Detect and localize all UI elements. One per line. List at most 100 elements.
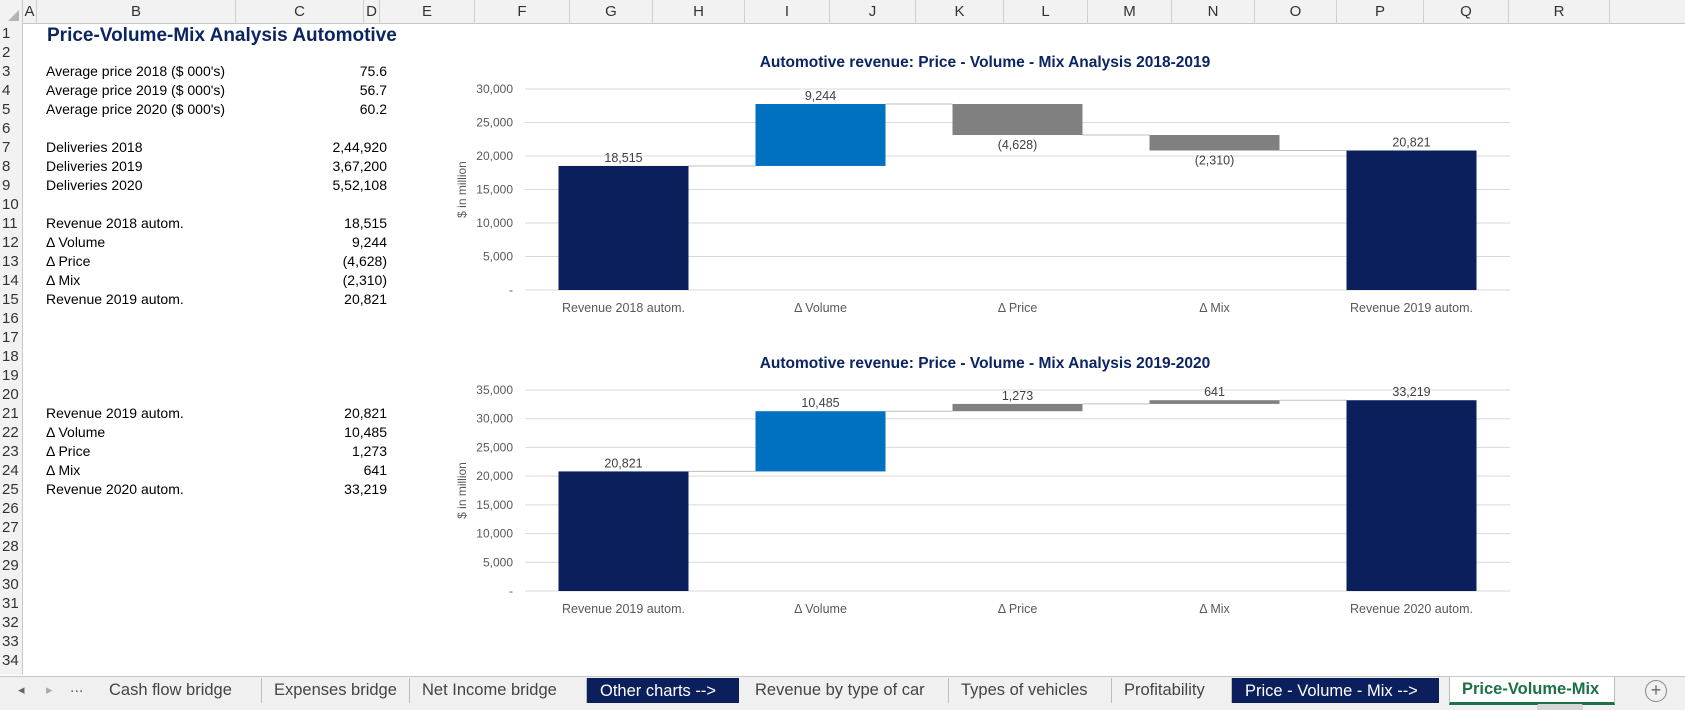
- cell-value[interactable]: 1,273: [351, 443, 387, 459]
- sheet-tab[interactable]: Price - Volume - Mix -->: [1232, 678, 1439, 703]
- row-header-10[interactable]: 10: [2, 196, 19, 213]
- waterfall-bar[interactable]: [755, 104, 886, 166]
- row-header-1[interactable]: 1: [2, 25, 11, 42]
- column-header-o[interactable]: O: [1255, 0, 1337, 24]
- cell-value[interactable]: 2,44,920: [332, 139, 388, 155]
- waterfall-bar[interactable]: [755, 411, 886, 472]
- cell-value[interactable]: (4,628): [342, 253, 387, 269]
- cell-label[interactable]: Δ Price: [46, 443, 91, 459]
- sheet-tab[interactable]: Expenses bridge: [262, 678, 410, 703]
- waterfall-bar[interactable]: [952, 403, 1083, 412]
- add-sheet-button[interactable]: +: [1645, 680, 1667, 702]
- cell-label[interactable]: Deliveries 2018: [46, 139, 143, 155]
- column-header-n[interactable]: N: [1172, 0, 1255, 24]
- waterfall-chart-2018-2019[interactable]: Automotive revenue: Price - Volume - Mix…: [450, 50, 1520, 330]
- sheet-tab[interactable]: Price-Volume-Mix: [1449, 677, 1615, 705]
- cell-label[interactable]: Δ Mix: [46, 462, 81, 478]
- row-header-18[interactable]: 18: [2, 348, 19, 365]
- row-header-13[interactable]: 13: [2, 253, 19, 270]
- column-header-h[interactable]: H: [653, 0, 745, 24]
- row-header-17[interactable]: 17: [2, 329, 19, 346]
- cell-value[interactable]: 5,52,108: [332, 177, 388, 193]
- horizontal-scrollbar-thumb[interactable]: [1537, 704, 1583, 710]
- column-header-k[interactable]: K: [916, 0, 1004, 24]
- row-header-7[interactable]: 7: [2, 139, 11, 156]
- cell-value[interactable]: 56.7: [359, 82, 387, 98]
- waterfall-bar[interactable]: [558, 165, 689, 290]
- waterfall-bar[interactable]: [1346, 150, 1477, 290]
- row-header-3[interactable]: 3: [2, 63, 11, 80]
- row-header-27[interactable]: 27: [2, 519, 19, 536]
- column-header-l[interactable]: L: [1004, 0, 1088, 24]
- waterfall-bar[interactable]: [1149, 400, 1280, 404]
- cell-label[interactable]: Revenue 2019 autom.: [46, 405, 184, 421]
- prev-sheet-arrow-icon[interactable]: ◂: [18, 682, 25, 697]
- sheet-tab[interactable]: Other charts -->: [587, 678, 739, 703]
- column-header-f[interactable]: F: [475, 0, 570, 24]
- column-header-d[interactable]: D: [364, 0, 380, 24]
- waterfall-bar[interactable]: [952, 104, 1083, 136]
- column-header-b[interactable]: B: [37, 0, 236, 24]
- row-header-15[interactable]: 15: [2, 291, 19, 308]
- row-header-33[interactable]: 33: [2, 633, 19, 650]
- row-header-26[interactable]: 26: [2, 500, 19, 517]
- row-header-5[interactable]: 5: [2, 101, 11, 118]
- row-header-30[interactable]: 30: [2, 576, 19, 593]
- column-header-g[interactable]: G: [570, 0, 653, 24]
- cell-label[interactable]: Revenue 2018 autom.: [46, 215, 184, 231]
- cell-label[interactable]: Average price 2019 ($ 000's): [46, 82, 226, 98]
- cell-label[interactable]: Average price 2018 ($ 000's): [46, 63, 226, 79]
- cell-value[interactable]: 18,515: [344, 215, 387, 231]
- row-header-24[interactable]: 24: [2, 462, 19, 479]
- column-header-m[interactable]: M: [1088, 0, 1172, 24]
- cell-value[interactable]: 3,67,200: [332, 158, 388, 174]
- sheet-tab[interactable]: Profitability: [1112, 678, 1232, 703]
- row-header-19[interactable]: 19: [2, 367, 19, 384]
- cell-label[interactable]: Revenue 2019 autom.: [46, 291, 184, 307]
- row-header-8[interactable]: 8: [2, 158, 11, 175]
- cell-label[interactable]: Δ Volume: [46, 424, 106, 440]
- row-header-14[interactable]: 14: [2, 272, 19, 289]
- sheet-title[interactable]: Price-Volume-Mix Analysis Automotive: [47, 25, 397, 46]
- cell-value[interactable]: 9,244: [351, 234, 387, 250]
- row-header-25[interactable]: 25: [2, 481, 19, 498]
- column-header-c[interactable]: C: [236, 0, 364, 24]
- column-header-a[interactable]: A: [23, 0, 37, 24]
- row-header-34[interactable]: 34: [2, 652, 19, 669]
- sheet-tab[interactable]: Cash flow bridge: [97, 678, 262, 703]
- row-header-4[interactable]: 4: [2, 82, 11, 99]
- row-header-22[interactable]: 22: [2, 424, 19, 441]
- waterfall-bar[interactable]: [1346, 400, 1477, 591]
- row-header-21[interactable]: 21: [2, 405, 19, 422]
- cell-label[interactable]: Δ Volume: [46, 234, 106, 250]
- column-header-e[interactable]: E: [380, 0, 475, 24]
- row-header-20[interactable]: 20: [2, 386, 19, 403]
- cell-value[interactable]: 10,485: [344, 424, 387, 440]
- cell-value[interactable]: 33,219: [344, 481, 387, 497]
- waterfall-bar[interactable]: [1149, 135, 1280, 151]
- row-header-11[interactable]: 11: [2, 215, 18, 232]
- next-sheet-arrow-icon[interactable]: ▸: [46, 682, 53, 697]
- row-header-29[interactable]: 29: [2, 557, 19, 574]
- row-header-23[interactable]: 23: [2, 443, 19, 460]
- cell-label[interactable]: Deliveries 2019: [46, 158, 143, 174]
- row-header-2[interactable]: 2: [2, 44, 11, 61]
- column-header-r[interactable]: R: [1509, 0, 1610, 24]
- row-header-16[interactable]: 16: [2, 310, 19, 327]
- column-header-j[interactable]: J: [830, 0, 916, 24]
- cell-label[interactable]: Revenue 2020 autom.: [46, 481, 184, 497]
- column-header-q[interactable]: Q: [1424, 0, 1509, 24]
- waterfall-chart-2019-2020[interactable]: Automotive revenue: Price - Volume - Mix…: [450, 351, 1520, 631]
- column-header-p[interactable]: P: [1337, 0, 1424, 24]
- row-header-9[interactable]: 9: [2, 177, 11, 194]
- sheet-tab[interactable]: Revenue by type of car: [743, 678, 949, 703]
- row-header-32[interactable]: 32: [2, 614, 19, 631]
- sheet-tab[interactable]: Net Income bridge: [410, 678, 587, 703]
- waterfall-bar[interactable]: [558, 471, 689, 591]
- row-header-31[interactable]: 31: [2, 595, 19, 612]
- row-header-6[interactable]: 6: [2, 120, 11, 137]
- sheet-tab[interactable]: Types of vehicles: [949, 678, 1112, 703]
- row-header-12[interactable]: 12: [2, 234, 19, 251]
- cell-label[interactable]: Deliveries 2020: [46, 177, 143, 193]
- cell-label[interactable]: Average price 2020 ($ 000's): [46, 101, 226, 117]
